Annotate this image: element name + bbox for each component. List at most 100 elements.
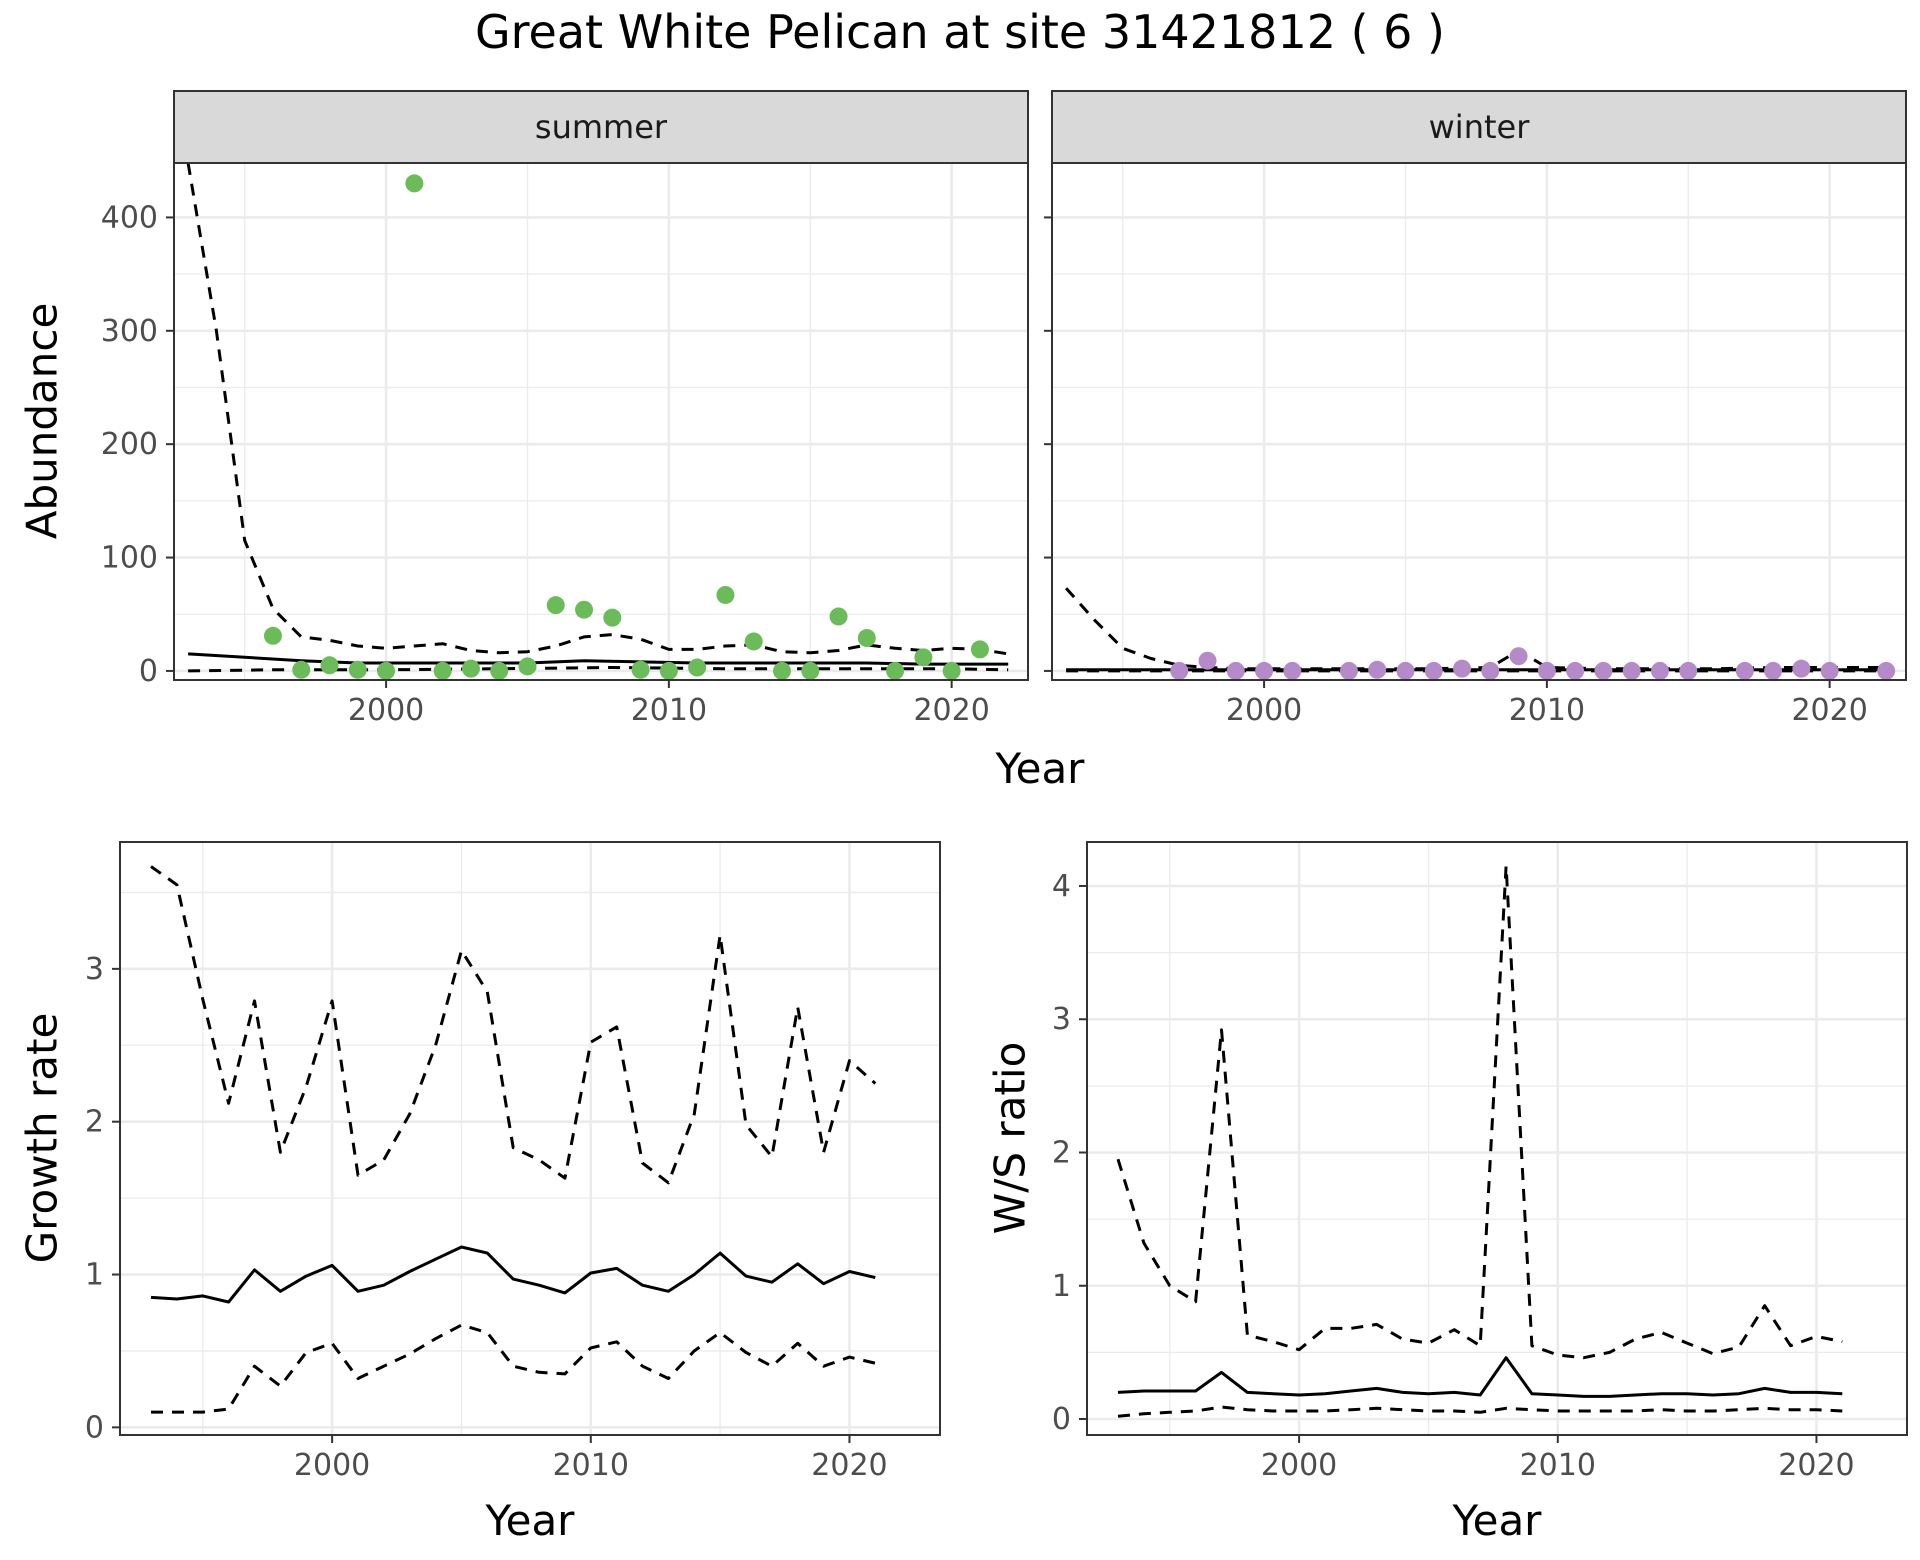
ratio-x-tick-label: 2000 — [1261, 1448, 1337, 1483]
ratio-series — [1116, 864, 1843, 1418]
summer-lower-line — [188, 666, 1009, 673]
summer-data-point — [575, 600, 594, 619]
summer-points — [263, 174, 989, 680]
growth-panel-border — [119, 841, 941, 1436]
summer-data-point — [942, 661, 961, 680]
ratio-x-axis-title: Year — [1452, 1496, 1543, 1545]
summer-data-point — [970, 640, 989, 659]
summer-data-point — [659, 661, 678, 680]
winter-data-point — [1537, 661, 1556, 680]
summer-data-point — [405, 174, 424, 193]
winter-data-point — [1594, 661, 1613, 680]
ratio-y-tick-label: 2 — [1052, 1135, 1071, 1170]
summer-data-point — [433, 661, 452, 680]
summer-panel-background — [174, 163, 1028, 680]
summer-data-point — [377, 661, 396, 680]
summer-data-point — [744, 632, 763, 651]
growth-x-tick-label: 2000 — [294, 1448, 370, 1483]
winter-data-point — [1650, 661, 1669, 680]
winter-data-point — [1170, 661, 1189, 680]
growth-x-tick-label: 2010 — [553, 1448, 629, 1483]
ratio-panel: 2000 2010 2020 0 1 2 3 4 W/S ratio Year — [986, 841, 1908, 1545]
summer-y-tick-label: 300 — [101, 314, 158, 349]
summer-data-point — [829, 607, 848, 626]
growth-y-tick-label: 1 — [85, 1258, 104, 1293]
summer-y-tick-label: 400 — [101, 200, 158, 235]
winter-data-point — [1424, 661, 1443, 680]
summer-y-axis-title: Abundance — [18, 303, 67, 540]
growth-panel: 2000 2010 2020 0 1 2 3 Growth rate Year — [18, 841, 941, 1545]
winter-panel: winter 2000 2010 2020 — [1044, 90, 1907, 728]
summer-data-point — [320, 656, 339, 675]
winter-data-point — [1255, 661, 1274, 680]
growth-y-axis-title: Growth rate — [18, 1013, 67, 1264]
summer-data-point — [348, 660, 367, 679]
summer-data-point — [518, 657, 537, 676]
summer-data-point — [772, 661, 791, 680]
winter-data-point — [1735, 661, 1754, 680]
growth-panel-background — [120, 842, 940, 1435]
growth-series — [150, 865, 877, 1414]
ratio-y-tick-label: 1 — [1052, 1269, 1071, 1304]
ratio-y-tick-label: 3 — [1052, 1002, 1071, 1037]
winter-strip-label: winter — [1429, 108, 1531, 146]
winter-data-point — [1509, 647, 1528, 666]
ratio-x-tick-label: 2020 — [1778, 1448, 1854, 1483]
summer-data-point — [857, 629, 876, 648]
ratio-x-tick-label: 2010 — [1520, 1448, 1596, 1483]
winter-data-point — [1764, 661, 1783, 680]
summer-data-point — [461, 659, 480, 678]
summer-grid — [174, 163, 1028, 680]
winter-data-point — [1226, 661, 1245, 680]
summer-data-point — [490, 661, 509, 680]
winter-data-point — [1198, 651, 1217, 670]
ratio-y-tick-label: 0 — [1052, 1402, 1071, 1437]
ratio-y-axis-title: W/S ratio — [986, 1042, 1035, 1235]
summer-data-point — [631, 660, 650, 679]
growth-x-tick-label: 2020 — [811, 1448, 887, 1483]
summer-strip — [173, 90, 1029, 164]
winter-grid — [1052, 163, 1906, 680]
summer-panel: summer 2000 2010 2020 0 100 200 300 400 Abundance — [18, 90, 1029, 728]
summer-data-point — [801, 661, 820, 680]
summer-data-point — [716, 585, 735, 604]
summer-data-point — [546, 596, 565, 615]
summer-strip-label: summer — [535, 108, 668, 146]
winter-x-tick-label: 2000 — [1226, 693, 1302, 728]
growth-y-tick-label: 2 — [85, 1105, 104, 1140]
summer-y-tick-label: 0 — [139, 654, 158, 689]
growth-lower-line — [151, 1323, 876, 1414]
summer-data-point — [688, 658, 707, 677]
growth-upper-line — [150, 865, 877, 1185]
winter-panel-background — [1052, 163, 1906, 680]
winter-data-point — [1792, 659, 1811, 678]
ratio-fit-line — [1117, 1356, 1843, 1398]
summer-data-point — [263, 626, 282, 645]
winter-data-point — [1877, 661, 1896, 680]
winter-data-point — [1820, 661, 1839, 680]
ratio-upper-line — [1116, 864, 1843, 1360]
growth-y-tick-label: 0 — [85, 1410, 104, 1445]
winter-data-point — [1622, 661, 1641, 680]
growth-fit-line — [150, 1245, 876, 1304]
winter-x-tick-label: 2020 — [1791, 693, 1867, 728]
winter-data-point — [1481, 661, 1500, 680]
growth-x-axis-title: Year — [485, 1496, 576, 1545]
ratio-y-tick-label: 4 — [1052, 869, 1071, 904]
winter-strip — [1051, 90, 1907, 164]
abundance-x-axis-title: Year — [995, 744, 1086, 793]
figure-title: Great White Pelican at site 31421812 ( 6… — [475, 5, 1445, 59]
summer-data-point — [603, 608, 622, 627]
ratio-lower-line — [1117, 1405, 1843, 1418]
ratio-panel-border — [1086, 841, 1908, 1436]
summer-x-tick-label: 2010 — [631, 693, 707, 728]
growth-y-tick-label: 3 — [85, 952, 104, 987]
winter-data-point — [1453, 659, 1472, 678]
summer-data-point — [914, 648, 933, 667]
summer-x-tick-label: 2020 — [913, 693, 989, 728]
summer-y-tick-label: 200 — [101, 427, 158, 462]
summer-y-tick-label: 100 — [101, 541, 158, 576]
winter-points — [1170, 647, 1896, 680]
